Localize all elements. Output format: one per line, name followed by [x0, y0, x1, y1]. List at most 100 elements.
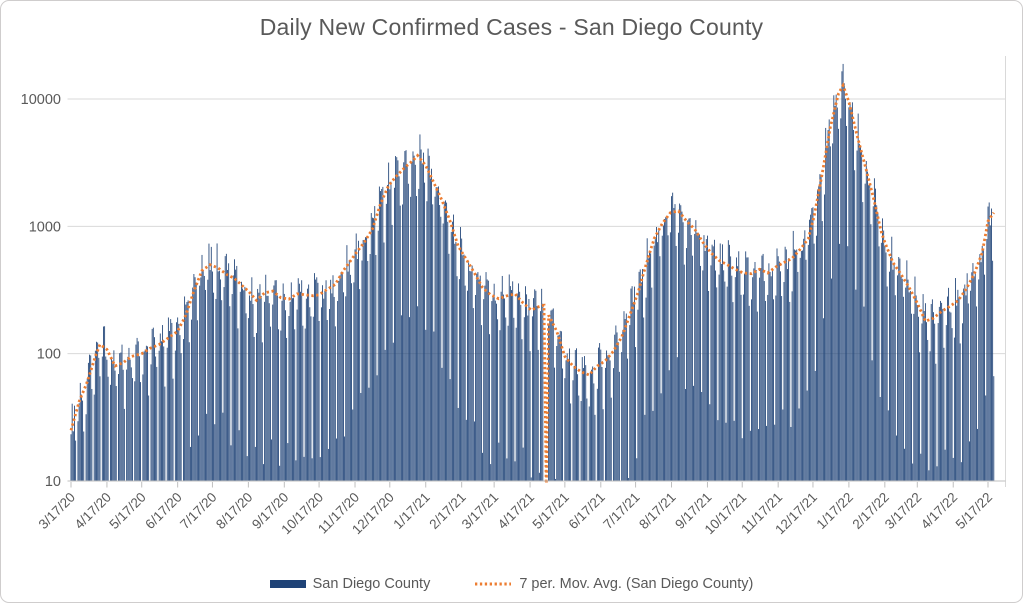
bar [826, 147, 828, 481]
bar [145, 345, 147, 481]
bar [522, 447, 524, 481]
bar [982, 250, 984, 481]
bar [405, 150, 407, 481]
bar [244, 286, 246, 481]
bar [303, 456, 305, 481]
bar [118, 374, 119, 481]
bar [573, 365, 575, 481]
bar [746, 257, 748, 481]
bar [87, 362, 89, 481]
bar [792, 230, 794, 481]
bar [309, 307, 311, 481]
bar [218, 270, 220, 481]
bar [639, 269, 641, 481]
bar [428, 155, 430, 482]
bar [710, 265, 712, 481]
bar [344, 436, 346, 481]
bar [886, 286, 888, 481]
bar [581, 357, 583, 481]
bar [873, 178, 875, 482]
bar [129, 359, 131, 481]
bar [978, 279, 980, 481]
bar [381, 188, 383, 482]
bar [307, 288, 308, 481]
bar [974, 272, 976, 481]
bar-series [70, 63, 995, 482]
bar [213, 292, 215, 481]
bar [748, 305, 750, 481]
bar [215, 298, 217, 481]
bar [482, 452, 483, 481]
bar [184, 296, 186, 481]
bar [497, 319, 499, 481]
bar [838, 128, 839, 481]
bar [577, 374, 579, 481]
bar [442, 223, 444, 481]
bar [78, 403, 80, 481]
bar [267, 295, 269, 481]
bar [609, 360, 611, 481]
bar [559, 330, 561, 481]
bar [593, 383, 595, 481]
bar [429, 178, 431, 482]
bar [827, 130, 829, 482]
bar [879, 396, 881, 481]
y-axis-label: 100 [37, 347, 61, 363]
bar [150, 364, 152, 481]
bar [224, 256, 226, 481]
bar [94, 350, 96, 481]
bar [855, 289, 857, 481]
legend: San Diego County 7 per. Mov. Avg. (San D… [1, 576, 1022, 592]
x-axis-label: 3/17/22 [882, 490, 924, 532]
bar [924, 303, 926, 481]
bar [487, 280, 489, 481]
legend-label-moving-avg: 7 per. Mov. Avg. (San Diego County) [519, 576, 754, 592]
bar [273, 285, 275, 481]
bar [841, 71, 843, 482]
bar [846, 125, 847, 482]
bar [635, 347, 637, 481]
bar [958, 298, 960, 481]
bar [363, 242, 365, 481]
bar [790, 426, 792, 481]
bar [292, 298, 293, 481]
bar [833, 95, 835, 481]
bar [460, 227, 461, 481]
bar [550, 310, 552, 481]
bar [161, 341, 162, 481]
bar [231, 294, 233, 481]
bar [360, 392, 362, 481]
bar [643, 317, 645, 481]
bar [359, 289, 361, 481]
bar [929, 351, 931, 481]
bar [135, 344, 137, 481]
bar [899, 258, 901, 481]
bar [246, 456, 248, 481]
bar [600, 349, 602, 481]
bar [151, 328, 153, 481]
bar [967, 303, 969, 481]
bar [424, 182, 426, 481]
bar [616, 332, 618, 481]
bar [630, 288, 632, 481]
bar [973, 276, 975, 481]
bar [174, 350, 176, 481]
bar [836, 107, 838, 482]
bar [777, 256, 779, 481]
bar [665, 217, 667, 481]
bar [453, 214, 454, 481]
bar [828, 119, 830, 482]
bar [782, 409, 784, 481]
bar [659, 256, 661, 481]
bar [955, 278, 956, 481]
bar [79, 382, 81, 481]
bar [697, 232, 699, 481]
bar [177, 317, 179, 481]
bar [858, 143, 860, 482]
bar [877, 212, 879, 481]
bar [281, 300, 283, 481]
bar [72, 431, 74, 481]
bar [876, 205, 878, 481]
bar [137, 341, 139, 481]
bar [789, 301, 791, 481]
